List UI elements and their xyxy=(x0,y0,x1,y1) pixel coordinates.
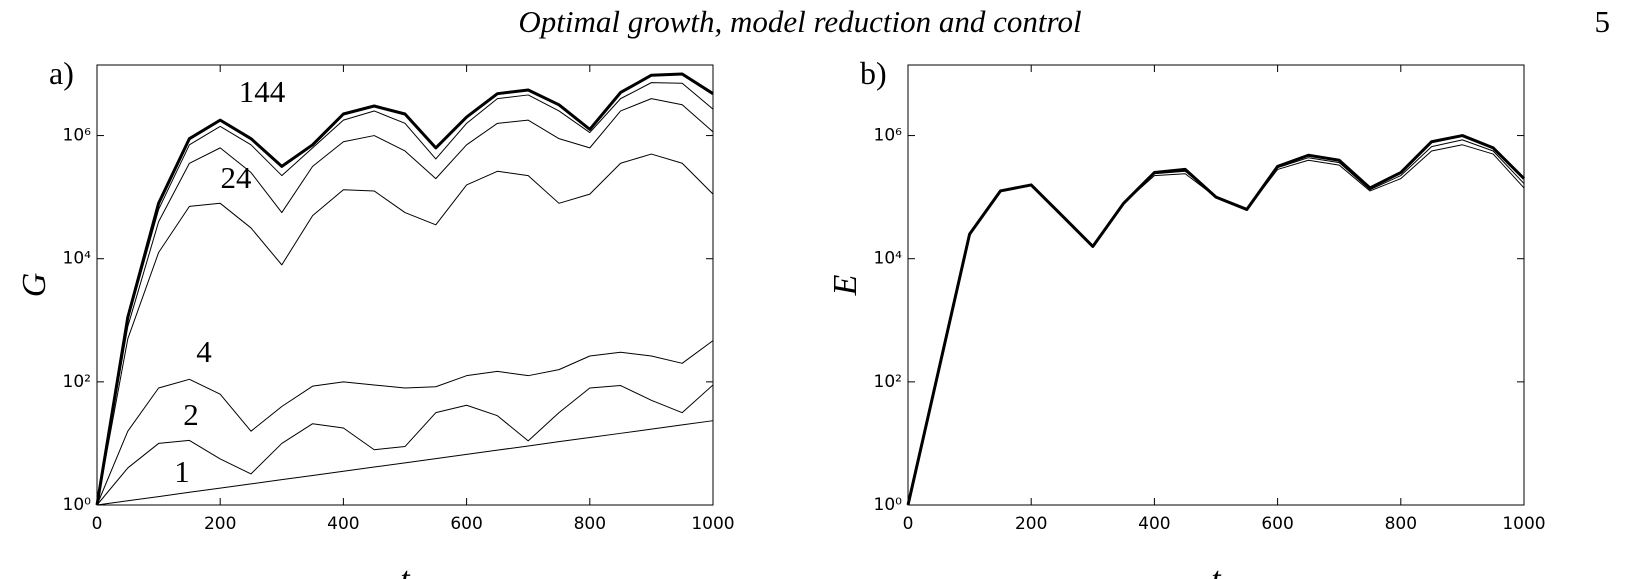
x-tick-label: 200 xyxy=(1015,514,1047,534)
panel-label: b) xyxy=(860,55,887,91)
panel-label: a) xyxy=(49,55,74,91)
curve-label: 1 xyxy=(174,454,190,489)
curve xyxy=(95,72,714,506)
y-tick-label: 10⁶ xyxy=(63,126,92,146)
curve-label: 144 xyxy=(239,74,286,109)
x-tick-label: 600 xyxy=(1261,514,1293,534)
x-tick-label: 800 xyxy=(574,514,606,534)
curve xyxy=(907,139,1525,506)
x-tick-label: 200 xyxy=(204,514,236,534)
curve xyxy=(96,384,714,506)
x-tick-label: 0 xyxy=(92,514,103,534)
curve-label: 2 xyxy=(183,397,199,432)
curve xyxy=(906,134,1526,506)
y-axis-label: G xyxy=(16,273,53,298)
curve xyxy=(96,420,714,506)
x-axis-label: t xyxy=(1211,561,1222,579)
curve xyxy=(96,153,714,506)
y-tick-label: 10⁴ xyxy=(63,249,92,269)
x-tick-label: 1000 xyxy=(691,514,734,534)
y-tick-label: 10² xyxy=(63,372,91,392)
running-title: Optimal growth, model reduction and cont… xyxy=(518,4,1081,39)
x-tick-label: 400 xyxy=(1138,514,1170,534)
x-tick-label: 1000 xyxy=(1502,514,1545,534)
curve xyxy=(96,340,714,506)
curve xyxy=(907,144,1525,506)
x-axis-label: t xyxy=(400,561,411,579)
plot-frame xyxy=(96,64,714,506)
y-axis-label: E xyxy=(827,274,864,296)
curve xyxy=(96,98,714,506)
curve-label: 4 xyxy=(196,334,212,369)
y-tick-label: 10⁰ xyxy=(63,495,92,515)
plot-frame xyxy=(907,64,1525,506)
y-tick-label: 10² xyxy=(874,372,902,392)
x-tick-label: 0 xyxy=(903,514,914,534)
x-tick-label: 400 xyxy=(327,514,359,534)
y-tick-label: 10⁶ xyxy=(874,126,903,146)
y-tick-label: 10⁴ xyxy=(874,249,903,269)
curve-label: 24 xyxy=(221,160,253,195)
y-tick-label: 10⁰ xyxy=(874,495,903,515)
x-tick-label: 800 xyxy=(1385,514,1417,534)
page-number: 5 xyxy=(1595,4,1611,39)
curve xyxy=(96,82,714,506)
x-tick-label: 600 xyxy=(450,514,482,534)
